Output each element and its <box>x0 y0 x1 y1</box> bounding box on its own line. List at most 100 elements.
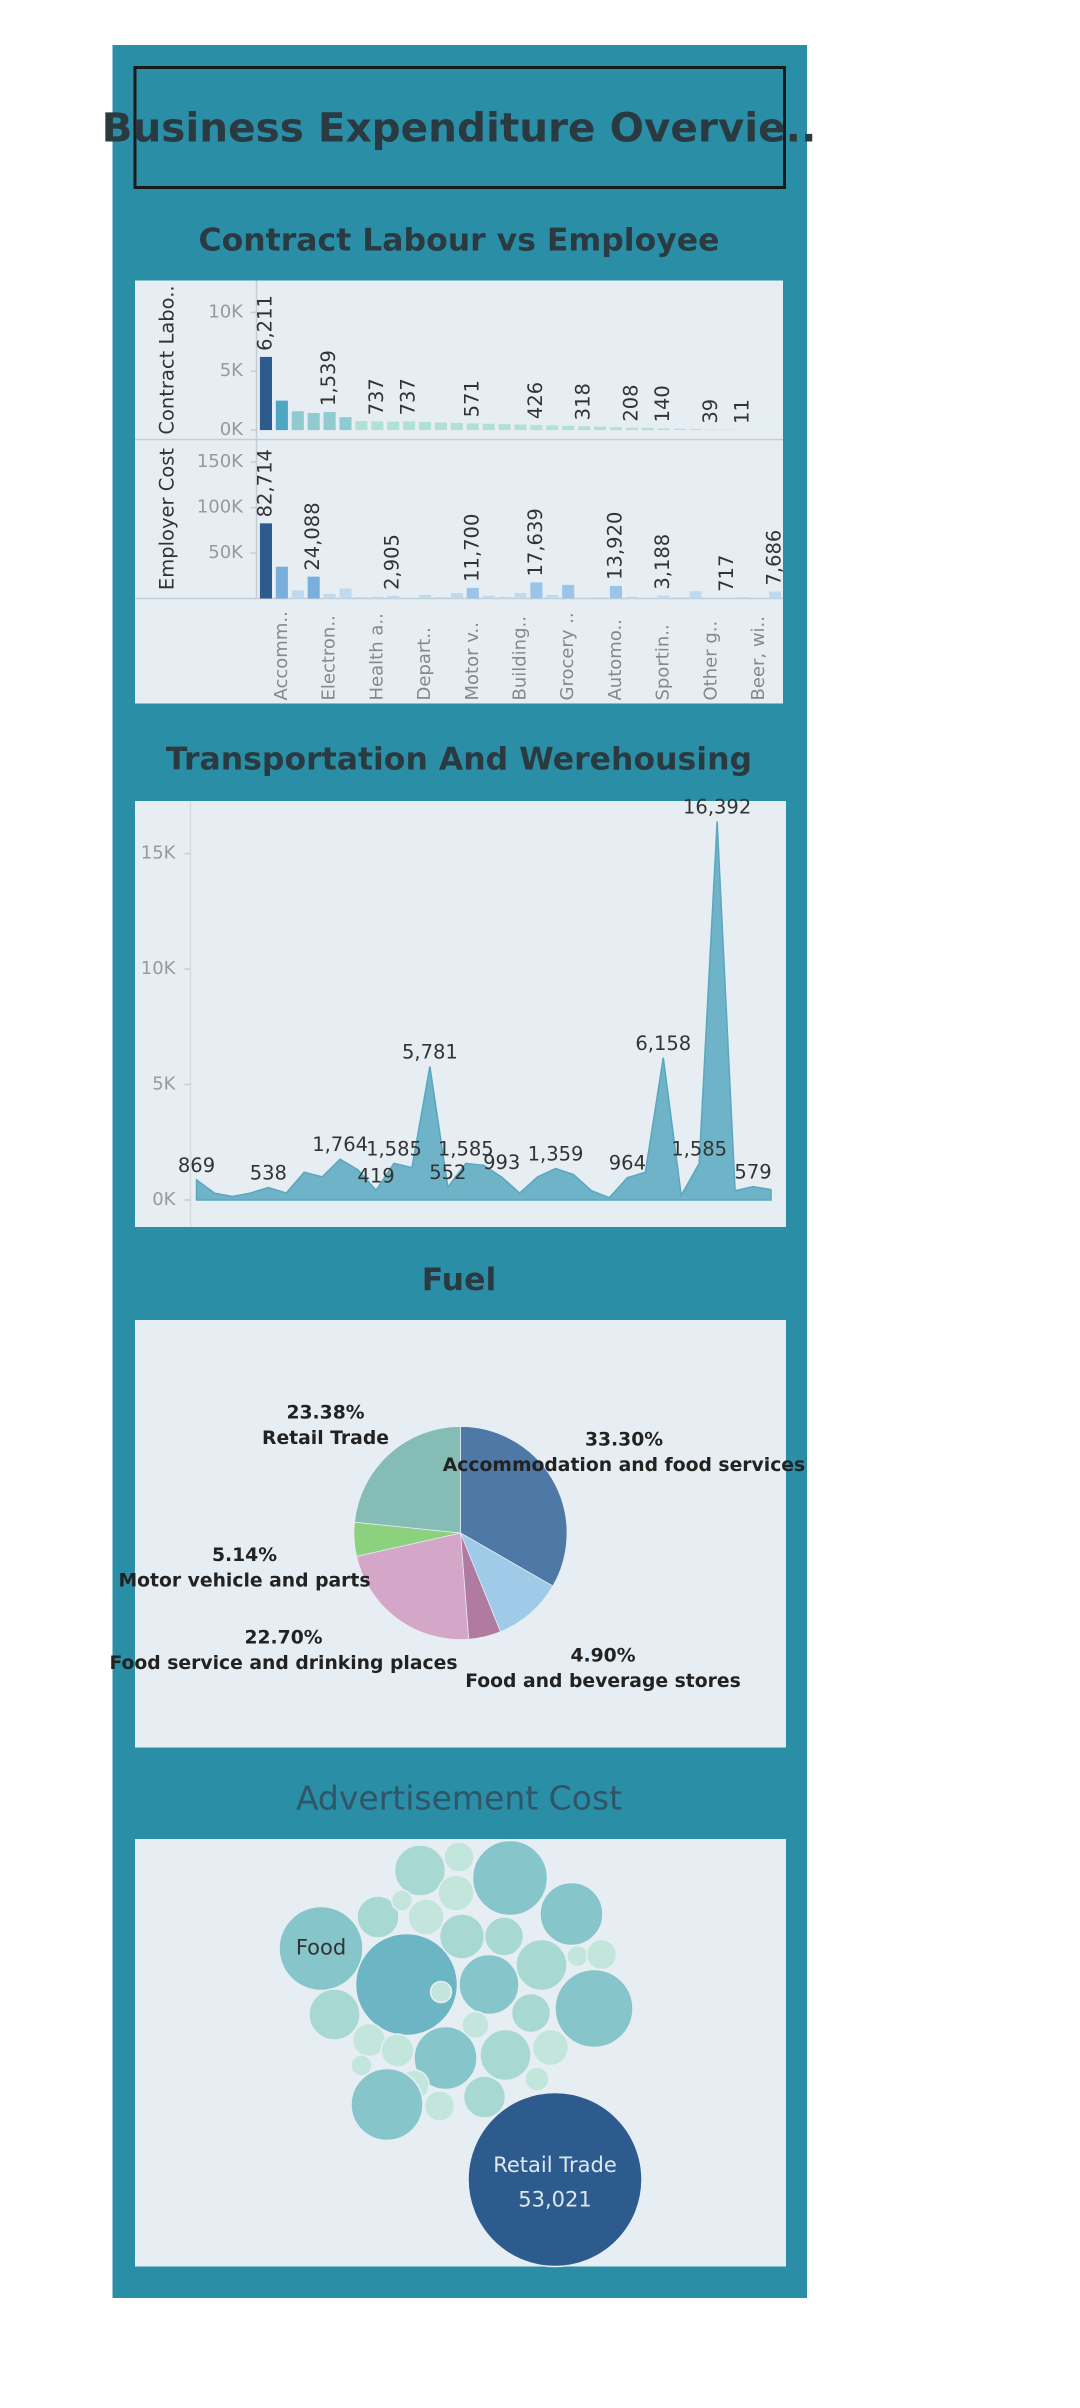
x-tick-label: Accomm.. <box>271 611 292 700</box>
bubble <box>531 2028 570 2067</box>
data-label: 82,714 <box>253 449 276 517</box>
data-label: 552 <box>429 1161 466 1184</box>
bar <box>737 597 750 599</box>
bar <box>307 413 320 431</box>
bar <box>530 425 543 431</box>
bar <box>625 596 638 599</box>
bar <box>403 421 416 431</box>
slice-label: Retail Trade <box>262 1428 389 1449</box>
bar <box>578 426 591 431</box>
bar <box>498 424 511 431</box>
data-label: 1,359 <box>528 1143 584 1166</box>
x-tick-label: Building.. <box>510 616 531 700</box>
bar <box>355 597 368 599</box>
chart-panel <box>135 801 786 1228</box>
slice-label: Food service and drinking places <box>110 1653 458 1674</box>
area <box>195 821 772 1201</box>
bubble <box>483 1916 525 1957</box>
bar <box>419 594 432 599</box>
y-tick-label: 0K <box>152 1189 176 1210</box>
bar <box>769 591 782 599</box>
data-label: 2,905 <box>381 534 404 590</box>
bar <box>514 424 527 431</box>
x-tick-label: Motor v.. <box>462 622 483 700</box>
chart-title: Transportation And Werehousing <box>166 742 752 778</box>
bar <box>594 426 607 431</box>
bar <box>657 428 670 431</box>
bubble <box>429 1980 453 2004</box>
bubble <box>510 1992 552 2034</box>
pie-slice <box>356 1532 470 1640</box>
bar <box>482 595 495 599</box>
dashboard-title: Business Expenditure Overvie.. <box>102 104 817 152</box>
bubble <box>566 1944 589 1968</box>
bar <box>371 596 384 599</box>
bar <box>291 411 304 431</box>
data-label: 33.30% <box>585 1430 663 1451</box>
bar <box>323 411 336 431</box>
data-label: 426 <box>524 382 547 419</box>
data-label: 419 <box>357 1164 394 1187</box>
bar <box>721 597 734 599</box>
bubble <box>278 1905 364 1992</box>
bar <box>689 591 702 599</box>
pie-slice <box>354 1426 461 1534</box>
bubble <box>461 2010 490 2040</box>
bubble-label: Retail Trade <box>493 2153 617 2177</box>
data-label: 140 <box>651 385 674 422</box>
bubble <box>390 1889 414 1912</box>
y-tick-label: 150K <box>197 451 244 472</box>
data-label: 17,639 <box>524 508 547 576</box>
bubble <box>462 2075 507 2119</box>
bar <box>546 425 559 431</box>
bar <box>546 594 559 599</box>
bar <box>562 584 575 599</box>
bubble <box>437 1874 475 1912</box>
bubble <box>554 1968 634 2049</box>
data-label: 5,781 <box>402 1040 458 1063</box>
chart-title: Fuel <box>422 1262 497 1298</box>
bubble <box>354 1932 459 2037</box>
bar <box>275 566 288 599</box>
y-tick-label: 5K <box>220 360 244 381</box>
data-label: 11 <box>731 399 754 424</box>
chart-title: Advertisement Cost <box>296 1779 622 1818</box>
y-tick-label: 10K <box>208 301 244 322</box>
bar <box>609 427 622 431</box>
axis-title: Contract Labo.. <box>156 285 179 434</box>
bar <box>657 595 670 599</box>
bar <box>498 596 511 599</box>
bar <box>339 417 352 431</box>
y-tick-label: 100K <box>197 497 244 518</box>
bar <box>466 587 479 599</box>
bubble <box>458 1953 520 2016</box>
bubble <box>515 1938 568 1992</box>
bubble <box>423 2090 456 2122</box>
bar <box>482 423 495 431</box>
bar <box>450 423 463 431</box>
bar <box>259 523 272 599</box>
data-label: 22.70% <box>244 1628 322 1649</box>
bubble <box>524 2066 550 2092</box>
bar <box>355 421 368 431</box>
bar <box>625 427 638 431</box>
data-label: 3,188 <box>651 534 674 590</box>
data-label: 717 <box>715 555 738 592</box>
data-label: 538 <box>250 1162 287 1185</box>
bar <box>323 593 336 599</box>
data-label: 39 <box>699 399 722 424</box>
x-tick-label: Electron.. <box>319 615 340 700</box>
bubble <box>467 2091 643 2268</box>
bubble <box>407 1898 445 1936</box>
pie-slice <box>460 1426 568 1587</box>
data-label: 993 <box>483 1151 520 1174</box>
data-label: 579 <box>734 1161 771 1184</box>
data-label: 1,539 <box>317 350 340 406</box>
bar <box>291 590 304 599</box>
bar <box>434 597 447 599</box>
bar <box>259 356 272 431</box>
bar <box>530 582 543 599</box>
data-label: 869 <box>178 1154 215 1177</box>
